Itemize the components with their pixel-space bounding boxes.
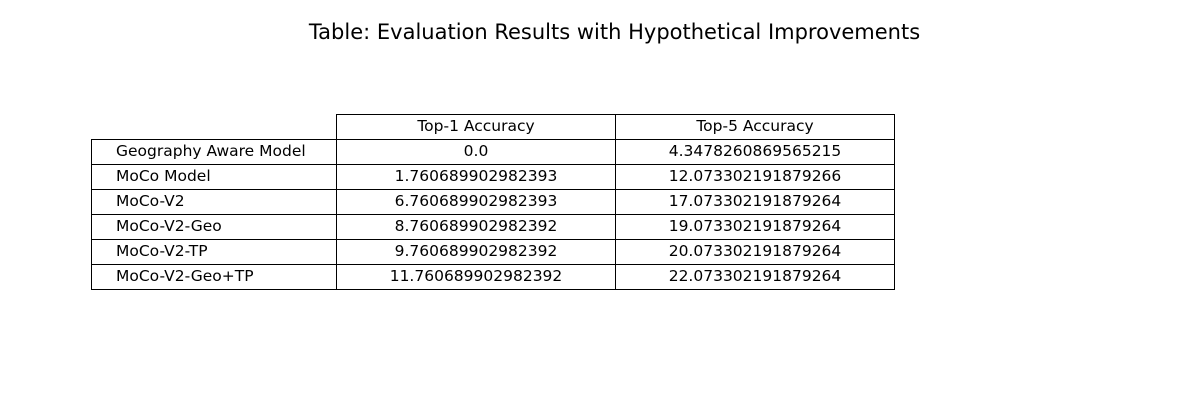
row-label: MoCo-V2-Geo bbox=[91, 214, 337, 240]
table-cell: 9.760689902982392 bbox=[336, 239, 616, 265]
table-cell: 22.073302191879264 bbox=[615, 264, 895, 290]
row-label: MoCo-V2 bbox=[91, 189, 337, 215]
table-cell: 19.073302191879264 bbox=[615, 214, 895, 240]
row-label: Geography Aware Model bbox=[91, 139, 337, 165]
table-cell: 17.073302191879264 bbox=[615, 189, 895, 215]
table-cell: 8.760689902982392 bbox=[336, 214, 616, 240]
table-cell: 4.3478260869565215 bbox=[615, 139, 895, 165]
row-label: MoCo-V2-TP bbox=[91, 239, 337, 265]
table-cell: 0.0 bbox=[336, 139, 616, 165]
table-cell: 11.760689902982392 bbox=[336, 264, 616, 290]
row-label: MoCo-V2-Geo+TP bbox=[91, 264, 337, 290]
column-header: Top-5 Accuracy bbox=[615, 114, 895, 140]
column-header: Top-1 Accuracy bbox=[336, 114, 616, 140]
row-label: MoCo Model bbox=[91, 164, 337, 190]
table-cell: 12.073302191879266 bbox=[615, 164, 895, 190]
table-title: Table: Evaluation Results with Hypotheti… bbox=[308, 20, 921, 44]
results-table: Top-1 Accuracy Top-5 Accuracy Geography Aw… bbox=[91, 114, 895, 291]
table-cell: 1.760689902982393 bbox=[336, 164, 616, 190]
table-cell: 20.073302191879264 bbox=[615, 239, 895, 265]
table-cell: 6.760689902982393 bbox=[336, 189, 616, 215]
